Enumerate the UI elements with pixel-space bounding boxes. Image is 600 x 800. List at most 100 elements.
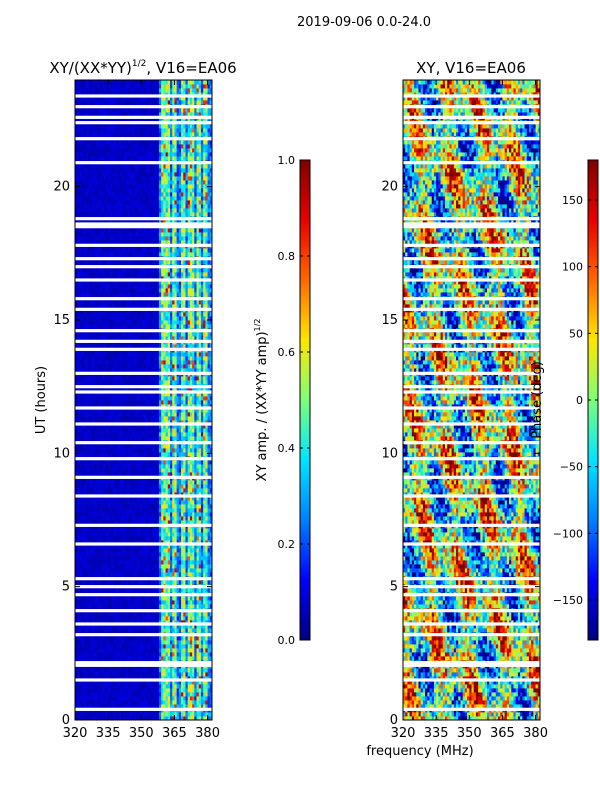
heatmap-cell [128, 548, 131, 553]
heatmap-cell [165, 424, 169, 429]
heatmap-cell [187, 404, 191, 409]
heatmap-cell [205, 420, 208, 425]
heatmap-cell [101, 428, 105, 433]
heatmap-cell [92, 580, 96, 585]
heatmap-cell [136, 588, 140, 593]
heatmap-cell [165, 568, 169, 573]
heatmap-cell [196, 572, 200, 577]
heatmap-cell [97, 616, 100, 621]
heatmap-cell [165, 516, 169, 521]
heatmap-cell [154, 516, 158, 521]
heatmap-cell [185, 568, 189, 573]
heatmap-cell [152, 564, 155, 569]
heatmap-cell [178, 464, 182, 469]
heatmap-cell [156, 488, 160, 493]
heatmap-cell [139, 452, 142, 457]
heatmap-cell [105, 612, 109, 617]
heatmap-cell [167, 532, 171, 537]
heatmap-cell [125, 588, 129, 593]
heatmap-cell [205, 620, 208, 625]
heatmap-cell [119, 464, 122, 469]
heatmap-cell [181, 492, 184, 497]
heatmap-cell [130, 448, 133, 453]
heatmap-cell [205, 568, 208, 573]
heatmap-cell [192, 616, 195, 621]
heatmap-cell [83, 624, 87, 629]
heatmap-cell [170, 640, 173, 645]
heatmap-cell [81, 688, 85, 693]
heatmap-cell [110, 444, 113, 449]
heatmap-cell [161, 580, 164, 585]
heatmap-cell [194, 712, 197, 717]
heatmap-cell [189, 508, 193, 513]
heatmap-cell [112, 432, 116, 437]
heatmap-cell [207, 464, 211, 469]
heatmap-cell [176, 640, 180, 645]
heatmap-cell [79, 404, 83, 409]
heatmap-cell [141, 432, 144, 437]
heatmap-cell [119, 544, 122, 549]
heatmap-cell [156, 472, 160, 477]
heatmap-cell [203, 596, 206, 601]
heatmap-cell [110, 560, 113, 565]
heatmap-cell [192, 700, 195, 705]
heatmap-cell [128, 616, 131, 621]
heatmap-cell [209, 604, 212, 609]
heatmap-cell [198, 504, 202, 509]
heatmap-cell [83, 436, 87, 441]
heatmap-cell [75, 700, 78, 705]
heatmap-cell [97, 488, 100, 493]
heatmap-cell [81, 668, 85, 673]
heatmap-cell [88, 676, 91, 681]
heatmap-cell [143, 600, 147, 605]
heatmap-cell [136, 572, 140, 577]
heatmap-cell [163, 500, 166, 505]
heatmap-cell [90, 488, 94, 493]
heatmap-cell [108, 624, 111, 629]
heatmap-cell [81, 604, 85, 609]
heatmap-cell [194, 484, 197, 489]
heatmap-cell [165, 652, 169, 657]
heatmap-cell [108, 420, 111, 425]
heatmap-cell [183, 600, 186, 605]
heatmap-cell [77, 472, 80, 477]
heatmap-cell [167, 496, 171, 501]
heatmap-cell [99, 512, 102, 517]
heatmap-cell [114, 668, 118, 673]
heatmap-cell [108, 676, 111, 681]
heatmap-cell [81, 564, 85, 569]
heatmap-cell [156, 428, 160, 433]
heatmap-cell [79, 428, 83, 433]
heatmap-cell [183, 556, 186, 561]
heatmap-cell [103, 544, 107, 549]
heatmap-cell [101, 412, 105, 417]
heatmap-cell [97, 560, 100, 565]
heatmap-cell [189, 688, 193, 693]
heatmap-cell [145, 620, 149, 625]
heatmap-cell [196, 472, 200, 477]
heatmap-cell [172, 672, 175, 677]
heatmap-cell [163, 448, 166, 453]
heatmap-cell [88, 644, 91, 649]
heatmap-cell [130, 644, 133, 649]
heatmap-cell [143, 420, 147, 425]
heatmap-cell [178, 648, 182, 653]
heatmap-cell [134, 628, 138, 633]
heatmap-cell [183, 568, 186, 573]
heatmap-cell [79, 396, 83, 401]
heatmap-cell [139, 468, 142, 473]
heatmap-cell [156, 404, 160, 409]
heatmap-cell [101, 520, 105, 525]
heatmap-cell [128, 396, 131, 401]
heatmap-cell [207, 468, 211, 473]
heatmap-cell [163, 516, 166, 521]
heatmap-cell [134, 600, 138, 605]
heatmap-cell [154, 676, 158, 681]
heatmap-cell [90, 704, 94, 709]
heatmap-cell [200, 716, 204, 720]
heatmap-cell [88, 544, 91, 549]
heatmap-cell [112, 604, 116, 609]
heatmap-cell [139, 408, 142, 413]
heatmap-cell [99, 400, 102, 405]
heatmap-cell [152, 544, 155, 549]
